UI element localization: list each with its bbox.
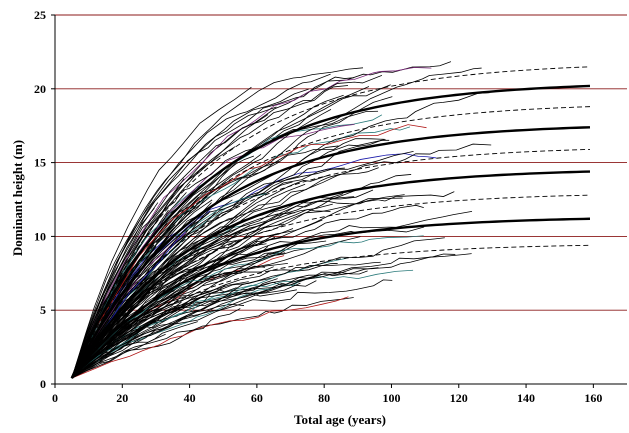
bound-curve-5 [71, 244, 590, 379]
x-tick-label-120: 120 [450, 391, 468, 405]
site-index-curve-4 [70, 217, 591, 379]
site-index-curve-1 [70, 84, 591, 379]
observed-series-line [71, 139, 390, 379]
axes-layer [51, 14, 627, 388]
observed-series-line [71, 126, 411, 379]
bound-curve-3 [71, 148, 591, 379]
observed-series-line [71, 260, 216, 379]
site-index-curves-layer [70, 84, 591, 379]
y-tick-label-0: 0 [40, 377, 46, 391]
observed-series-line [71, 289, 297, 379]
observed-series-line [71, 67, 364, 379]
observed-series-line [71, 261, 381, 379]
observed-series-line [71, 319, 155, 379]
observed-series-line [71, 253, 472, 379]
observed-series-line [71, 197, 403, 379]
bound-curve-4 [71, 194, 591, 379]
observed-series-line [71, 237, 445, 379]
y-tick-label-15: 15 [34, 156, 46, 170]
observed-series-line [71, 67, 432, 379]
observed-series-line [71, 138, 386, 379]
observed-series-line [71, 279, 393, 379]
x-tick-label-160: 160 [584, 391, 602, 405]
observed-series-layer [71, 61, 492, 379]
observed-series-line [71, 235, 424, 379]
site-index-curve-3 [70, 170, 591, 379]
x-tick-label-0: 0 [52, 391, 58, 405]
y-tick-label-20: 20 [34, 82, 46, 96]
bound-curves-layer [71, 66, 591, 379]
observed-series-line [71, 252, 286, 379]
observed-series-line [71, 124, 427, 379]
observed-series-line [71, 178, 185, 379]
x-tick-label-20: 20 [116, 391, 128, 405]
observed-series-line [71, 86, 370, 379]
bound-curve-2 [71, 106, 591, 379]
observed-series-line [71, 85, 349, 379]
observed-series-line [71, 278, 278, 379]
observed-series-line [71, 106, 277, 379]
x-tick-label-100: 100 [382, 391, 400, 405]
y-axis-label: Dominant height (m) [10, 140, 25, 256]
observed-series-line [71, 61, 452, 379]
tick-labels-layer: 0 20 40 60 80 100 120 140 160 0 5 10 15 20 25 [34, 8, 602, 405]
observed-series-line [71, 86, 252, 379]
observed-series-line [71, 253, 456, 379]
observed-series-line [71, 74, 383, 379]
observed-series-line [71, 202, 159, 379]
observed-series-line [71, 84, 391, 379]
y-tick-label-10: 10 [34, 229, 46, 243]
bound-curve-1 [71, 66, 591, 379]
site-index-curve-2 [70, 126, 591, 379]
observed-series-line [71, 257, 347, 379]
observed-series-line [71, 308, 241, 379]
observed-series-line [71, 321, 198, 379]
x-tick-label-80: 80 [318, 391, 330, 405]
observed-series-line [71, 226, 425, 379]
x-tick-label-40: 40 [184, 391, 196, 405]
y-tick-label-25: 25 [34, 8, 46, 22]
observed-series-line [71, 67, 482, 379]
x-axis-label: Total age (years) [294, 412, 386, 427]
x-tick-label-140: 140 [517, 391, 535, 405]
observed-series-line [71, 209, 331, 379]
x-tick-label-60: 60 [251, 391, 263, 405]
y-tick-label-5: 5 [40, 303, 46, 317]
